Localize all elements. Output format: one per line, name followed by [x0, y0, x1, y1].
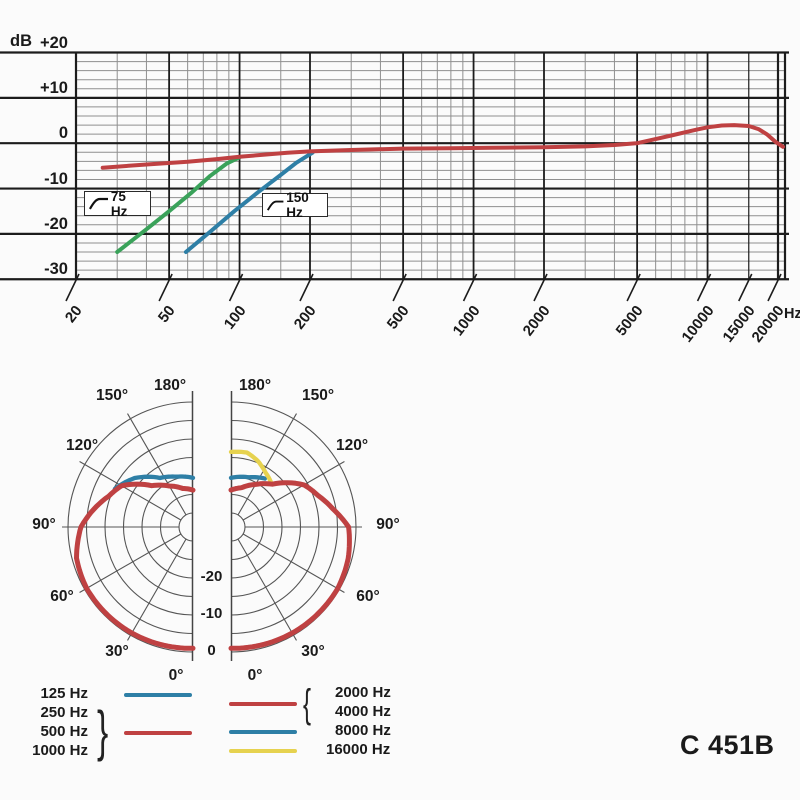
legend-label-125-hz: 125 Hz: [40, 685, 88, 702]
polar-curve-right-8000-hz: [228, 474, 268, 481]
y-tick-label-+10: +10: [40, 78, 68, 97]
polar-angle-label-left-150: 150°: [95, 387, 129, 404]
polar-curve-left-125-hz: [112, 474, 196, 492]
polar-angle-label-left-0: 0°: [168, 667, 184, 684]
y-axis-unit-label: dB: [10, 32, 32, 50]
polar-db-label-0: 0: [207, 642, 216, 659]
polar-curve-right-2000-4000-hz: [228, 480, 352, 651]
polar-radial-left: [79, 533, 182, 593]
x-tick-slash: [626, 273, 641, 302]
legend-line-16000hz: [229, 748, 297, 754]
polar-radial-right: [237, 538, 297, 641]
x-tick-slash: [392, 273, 407, 302]
high-pass-filter-icon: [267, 200, 284, 211]
fr-curves: [100, 123, 785, 254]
x-tick-slash: [767, 273, 782, 302]
legend-label-500-hz: 500 Hz: [40, 723, 88, 740]
polar-angle-label-left-90: 90°: [32, 516, 56, 533]
polar-radial-right: [237, 413, 297, 516]
polar-radial-left: [79, 461, 182, 521]
x-tick-slash: [462, 273, 478, 302]
polar-db-label--10: -10: [200, 605, 223, 622]
x-tick-slash: [158, 273, 173, 302]
polar-radial-right: [242, 461, 345, 521]
x-tick-slash: [533, 273, 548, 302]
legend-label-1000-hz: 1000 Hz: [32, 742, 88, 759]
legend-label-4000-hz: 4000 Hz: [335, 703, 391, 720]
y-tick-label--30: -30: [44, 260, 68, 279]
polar-angle-label-right-60: 60°: [356, 588, 380, 605]
low-cut-75hz-badge: 75 Hz: [84, 188, 151, 219]
polar-angle-label-right-90: 90°: [376, 516, 400, 533]
x-tick-slash: [228, 273, 244, 302]
polar-angle-label-left-30: 30°: [105, 643, 129, 660]
x-tick-slash: [696, 273, 712, 302]
polar-radial-right: [242, 533, 345, 593]
polar-curve-left-250-1000-hz: [74, 481, 196, 651]
polar-ring-left: [178, 512, 194, 542]
fr-curve-response: [100, 123, 785, 170]
legend-label-250-hz: 250 Hz: [40, 704, 88, 721]
legend-brace-right: {: [303, 682, 312, 726]
legend-line-2000-4000hz: [229, 701, 297, 707]
y-tick-label-0: 0: [58, 124, 68, 143]
x-tick-slash: [65, 273, 80, 302]
legend-label-16000-hz: 16000 Hz: [326, 741, 391, 758]
polar-curves: [74, 449, 352, 651]
y-tick-label-+20: +20: [40, 33, 68, 52]
legend-line-250-1000hz: [124, 730, 192, 736]
legend-label-2000-hz: 2000 Hz: [335, 684, 391, 701]
fr-grid: [0, 51, 789, 281]
polar-angle-label-right-30: 30°: [301, 643, 325, 660]
fr-curve-low-cut-150-hz: [183, 150, 315, 254]
fr-x-ticks: [65, 273, 782, 302]
polar-angle-label-right-150: 150°: [301, 387, 335, 404]
polar-angle-label-right-120: 120°: [335, 437, 369, 454]
polar-angle-label-right-180: 180°: [238, 377, 272, 394]
polar-angle-label-left-120: 120°: [65, 437, 99, 454]
legend-label-8000-hz: 8000 Hz: [335, 722, 391, 739]
model-label: C 451B: [680, 730, 775, 760]
polar-curve-right-16000-hz: [228, 449, 274, 486]
polar-db-label--20: -20: [200, 568, 223, 585]
polar-radial-left: [127, 413, 187, 516]
polar-radial-left: [127, 538, 187, 641]
x-axis-unit-label: Hz: [784, 306, 800, 322]
high-pass-filter-icon: [89, 197, 108, 210]
legend-line-8000hz: [229, 729, 297, 735]
low-cut-150hz-badge: 150 Hz: [262, 190, 328, 220]
legend-brace-left: }: [97, 699, 109, 762]
y-tick-label--20: -20: [44, 214, 68, 233]
polar-angle-label-left-180: 180°: [153, 377, 187, 394]
x-tick-slash: [299, 273, 314, 302]
low-cut-75hz-label: 75 Hz: [110, 188, 128, 219]
x-tick-slash: [738, 273, 753, 302]
y-tick-label--10: -10: [44, 169, 68, 188]
polar-angle-label-left-60: 60°: [50, 588, 74, 605]
polar-grid: [62, 391, 362, 661]
polar-angle-label-right-0: 0°: [247, 667, 263, 684]
polar-ring-right: [230, 512, 246, 542]
fr-curve-low-cut-75-hz: [115, 155, 242, 254]
legend-line-125hz: [124, 692, 192, 698]
low-cut-150hz-label: 150 Hz: [286, 190, 309, 220]
